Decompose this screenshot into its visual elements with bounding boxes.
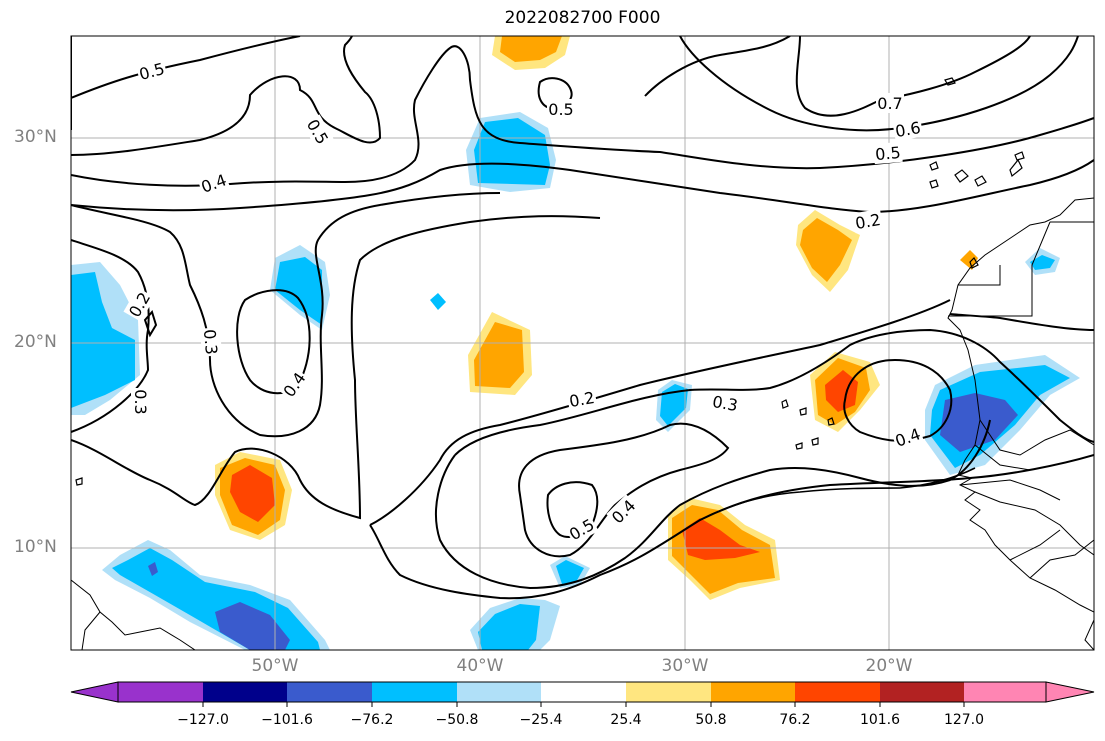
lon-label-40w: 40°W — [456, 656, 504, 676]
contour-0.2 — [949, 313, 1094, 331]
lon-label-20w: 20°W — [865, 656, 913, 676]
negative-anomaly-area — [215, 602, 290, 650]
contour-label: 0.3 — [200, 328, 221, 355]
colorbar-segment — [287, 682, 372, 702]
colorbar-segment — [457, 682, 541, 702]
contour-0.6 — [644, 36, 791, 97]
contour-0.4 — [843, 358, 953, 442]
graticule — [71, 36, 1094, 650]
negative-anomaly-area — [478, 604, 540, 650]
positive-anomaly-area — [474, 322, 524, 388]
colorbar-segment — [203, 682, 287, 702]
colorbar-segment — [711, 682, 795, 702]
contour-0.5 — [71, 36, 301, 99]
contour-0.2 — [369, 299, 951, 526]
lat-label-10n: 10°N — [14, 537, 57, 557]
map-frame — [70, 35, 1095, 651]
positive-anomaly-area — [800, 218, 852, 282]
colorbar-tick-label: −50.8 — [435, 712, 479, 728]
colorbar-tick-label: 25.4 — [610, 712, 642, 728]
contour-label: 0.5 — [303, 116, 332, 148]
contour-label: 0.2 — [854, 210, 882, 233]
coastlines — [71, 197, 1094, 650]
colorbar-segment — [541, 682, 626, 702]
contour-0.5 — [71, 36, 382, 156]
lon-label-50w: 50°W — [251, 656, 299, 676]
map-title: 2022082700 F000 — [504, 8, 661, 28]
contour-label: 0.5 — [137, 59, 167, 84]
contour-0.3 — [71, 215, 601, 520]
colorbar-tick-label: −76.2 — [350, 712, 394, 728]
contour-label: 0.5 — [548, 100, 573, 119]
anomaly-fills — [71, 36, 1080, 650]
contour-label: 0.4 — [608, 496, 639, 527]
contour-0.3 — [454, 328, 1094, 456]
negative-anomaly-area — [148, 562, 158, 576]
contour-0.4 — [71, 159, 1094, 214]
contour-label: 0.2 — [568, 388, 596, 411]
contour-0.4 — [699, 467, 976, 521]
colorbar-segment — [118, 682, 203, 702]
lon-label-30w: 30°W — [661, 656, 709, 676]
negative-anomaly-area — [1030, 255, 1055, 270]
contour-0.3 — [71, 192, 501, 438]
contour-0.4 — [518, 422, 730, 558]
contour-label: 0.6 — [894, 118, 922, 141]
negative-anomaly-area — [71, 272, 135, 408]
contour-label: 0.3 — [711, 392, 739, 415]
contour-0.2 — [369, 454, 1094, 600]
negative-anomaly-area — [556, 560, 584, 584]
colorbar-tick-label: −127.0 — [177, 712, 229, 728]
negative-anomaly-area — [430, 293, 446, 310]
colorbar — [70, 681, 1095, 707]
lat-label-30n: 30°N — [14, 127, 57, 147]
colorbar-tick-label: 101.6 — [859, 712, 901, 728]
contour-label: 0.3 — [131, 389, 150, 414]
contour-labels: 0.5 0.5 0.5 0.7 0.6 0.5 0.4 0.2 0.2 0.3 … — [123, 57, 925, 545]
lat-label-20n: 20°N — [14, 332, 57, 352]
colorbar-segment — [626, 682, 711, 702]
colorbar-segment — [880, 682, 964, 702]
colorbar-tick-label: 50.8 — [695, 712, 727, 728]
colorbar-tick-label: 76.2 — [779, 712, 811, 728]
colorbar-segment — [795, 682, 880, 702]
negative-anomaly-area — [660, 384, 688, 426]
colorbar-tick-label: −25.4 — [519, 712, 563, 728]
colorbar-tick-label: 127.0 — [943, 712, 985, 728]
contour-label: 0.5 — [566, 515, 598, 544]
colorbar-segment — [372, 682, 457, 702]
colorbar-extend-min — [70, 681, 119, 703]
contour-0.2 — [143, 309, 158, 338]
contour-label: 0.5 — [874, 143, 901, 164]
colorbar-tick-label: −101.6 — [261, 712, 313, 728]
colorbar-segment — [964, 682, 1046, 702]
contour-label: 0.7 — [877, 94, 902, 113]
contour-0.5 — [71, 45, 1094, 187]
negative-anomaly-area — [275, 257, 322, 325]
contour-label: 0.4 — [280, 369, 310, 401]
colorbar-extend-max — [1045, 681, 1095, 703]
contour-lines — [71, 36, 1094, 600]
positive-anomaly-area — [825, 370, 858, 412]
positive-anomaly-area — [500, 36, 562, 62]
positive-anomaly-area — [230, 465, 275, 522]
contour-0.6 — [679, 36, 1079, 132]
positive-anomaly-area — [682, 518, 760, 560]
